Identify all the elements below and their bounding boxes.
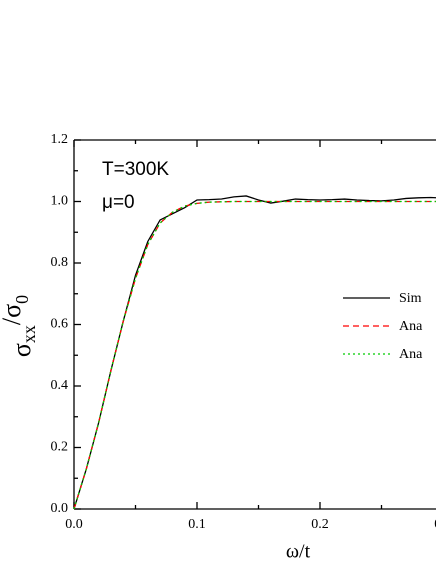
x-tick-label: 0.1: [188, 517, 206, 532]
series-line: [73, 200, 436, 510]
y-tick-label: 0.6: [51, 317, 69, 332]
y-tick-label: 1.2: [51, 132, 69, 147]
y-tick-label: 0.4: [51, 378, 69, 393]
legend-label: Sim: [399, 291, 422, 306]
y-title-part: xx: [19, 325, 39, 343]
x-tick-label: 0.0: [65, 517, 83, 532]
y-title-part: σ: [7, 343, 36, 357]
annotation: μ=0: [102, 192, 135, 213]
y-axis-title: σxx/σ0: [0, 295, 39, 357]
y-title-part: /σ: [0, 304, 26, 325]
legend-label: Ana: [399, 319, 423, 334]
annotation: T=300K: [102, 159, 169, 180]
x-tick-label: 0.2: [311, 517, 329, 532]
y-tick-label: 1.0: [51, 194, 69, 209]
series-line: [73, 200, 436, 510]
y-title-part: 0: [12, 295, 32, 304]
x-axis-title: ω/t: [286, 541, 311, 563]
y-tick-label: 0.8: [51, 255, 69, 270]
y-tick-label: 0.2: [51, 440, 69, 455]
x-tick-label: 0.3: [434, 517, 436, 532]
y-tick-label: 0.0: [51, 501, 69, 516]
legend-label: Ana: [399, 347, 423, 362]
series-line: [73, 195, 436, 510]
